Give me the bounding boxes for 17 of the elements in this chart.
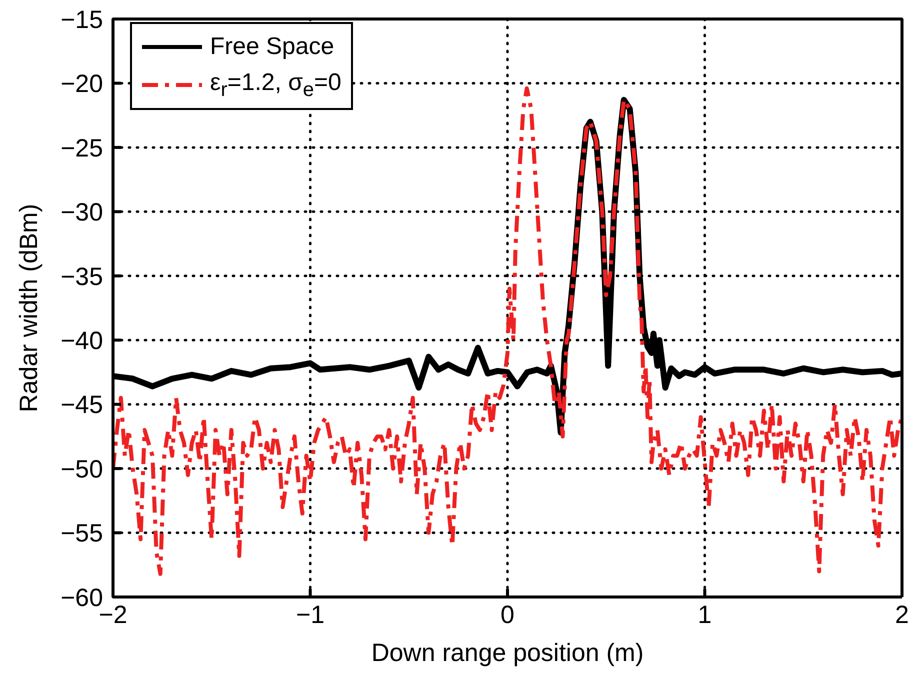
legend-label: Free Space: [210, 33, 334, 61]
y-tick-label: −30: [60, 198, 103, 227]
legend-label: ε$_{r}$=1.2, σ$_{e}$=0: [210, 68, 342, 102]
y-tick-label: −25: [60, 134, 103, 162]
y-tick-label: −35: [60, 262, 103, 291]
x-tick-label: 1: [698, 600, 712, 629]
y-tick-label: −20: [60, 70, 103, 98]
x-tick-label: −1: [296, 600, 325, 629]
y-tick-label: −15: [60, 6, 103, 34]
x-tick-label: 0: [500, 600, 514, 629]
y-tick-label: −55: [60, 520, 103, 548]
x-tick-label: 2: [895, 600, 909, 629]
y-axis-title: Radar width (dBm): [14, 204, 43, 412]
x-axis-title: Down range position (m): [371, 639, 644, 667]
y-tick-label: −40: [60, 326, 103, 355]
y-tick-label: −45: [60, 391, 103, 420]
y-tick-label: −50: [60, 455, 103, 484]
